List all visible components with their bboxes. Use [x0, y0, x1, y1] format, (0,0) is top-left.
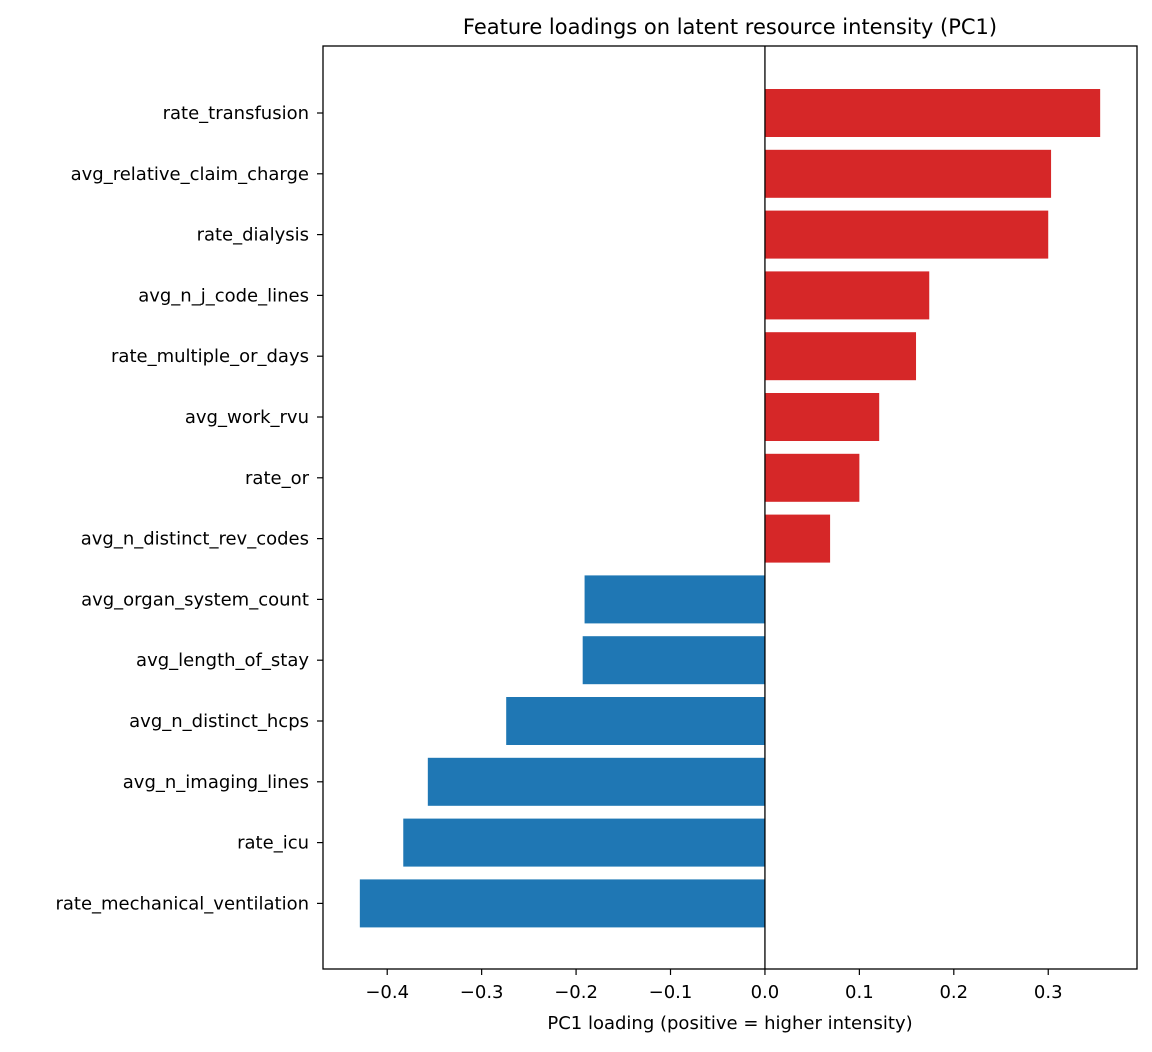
bar-avg_work_rvu	[764, 393, 880, 441]
bar-avg_n_j_code_lines	[764, 271, 930, 320]
y-tick-label: rate_transfusion	[163, 103, 309, 124]
y-tick-label: avg_n_distinct_rev_codes	[81, 529, 309, 550]
y-tick-label: rate_mechanical_ventilation	[55, 893, 309, 914]
bar-rate_transfusion	[764, 89, 1101, 137]
bar-rate_icu	[403, 818, 765, 867]
x-tick-label: 0.2	[939, 982, 968, 1003]
x-tick-label: −0.3	[460, 982, 504, 1003]
y-tick-label: avg_organ_system_count	[81, 589, 309, 610]
x-tick-label: 0.0	[751, 982, 780, 1003]
bar-avg_length_of_stay	[582, 636, 765, 685]
y-tick-label: rate_dialysis	[197, 225, 309, 246]
y-tick-label: avg_n_distinct_hcps	[129, 711, 309, 732]
x-tick-label: −0.1	[649, 982, 693, 1003]
plot-frame	[322, 45, 1138, 970]
bar-rate_dialysis	[764, 210, 1049, 259]
y-tick-label: avg_n_j_code_lines	[138, 285, 309, 306]
y-tick-label: avg_length_of_stay	[136, 650, 309, 671]
bar-avg_n_distinct_hcps	[506, 697, 765, 745]
y-tick-label: avg_relative_claim_charge	[71, 164, 309, 185]
y-tick-label: rate_or	[245, 468, 310, 489]
y-tick-label: avg_work_rvu	[185, 407, 309, 428]
bar-avg_n_imaging_lines	[427, 757, 765, 806]
x-tick-label: 0.3	[1034, 982, 1063, 1003]
bar-avg_n_distinct_rev_codes	[764, 514, 831, 563]
x-tick-label: −0.4	[365, 982, 409, 1003]
bar-avg_relative_claim_charge	[764, 149, 1052, 198]
bar-rate_multiple_or_days	[764, 332, 917, 381]
x-tick-label: −0.2	[554, 982, 598, 1003]
x-axis-label: PC1 loading (positive = higher intensity…	[547, 1013, 912, 1034]
y-tick-label: rate_multiple_or_days	[111, 346, 309, 367]
x-tick-label: 0.1	[845, 982, 874, 1003]
y-tick-label: rate_icu	[237, 833, 309, 854]
chart-title: Feature loadings on latent resource inte…	[463, 15, 997, 39]
bar-rate_or	[764, 453, 860, 502]
bar-rate_mechanical_ventilation	[359, 879, 765, 928]
y-tick-label: avg_n_imaging_lines	[123, 772, 309, 793]
bar-avg_organ_system_count	[584, 575, 765, 624]
